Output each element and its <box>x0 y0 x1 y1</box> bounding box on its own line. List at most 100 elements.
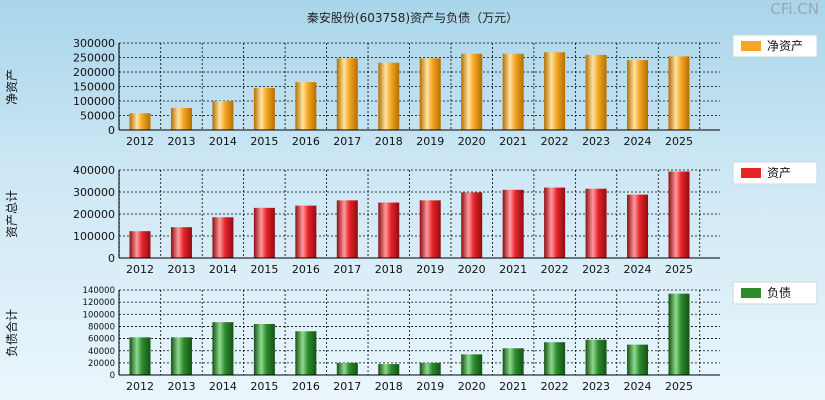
legend-box <box>732 34 818 58</box>
bar-2016 <box>295 82 317 130</box>
bar-2012 <box>129 231 151 258</box>
bar-2017 <box>336 200 358 258</box>
y-tick-label: 400000 <box>73 164 115 177</box>
y-tick-label: 60000 <box>88 335 115 345</box>
bar-2018 <box>378 364 400 375</box>
bar-2025 <box>668 56 690 131</box>
legend-box <box>732 161 818 185</box>
y-axis-label: 负债合计 <box>4 309 19 357</box>
x-tick-label: 2017 <box>333 135 361 148</box>
x-tick-label: 2024 <box>624 380 652 393</box>
x-tick-label: 2013 <box>167 135 195 148</box>
x-tick-label: 2023 <box>582 263 610 276</box>
x-tick-label: 2023 <box>582 380 610 393</box>
bar-2023 <box>585 339 607 375</box>
x-tick-label: 2015 <box>250 135 278 148</box>
y-tick-label: 150000 <box>73 80 115 93</box>
bar-2020 <box>461 354 483 375</box>
x-tick-label: 2013 <box>167 263 195 276</box>
bar-2017 <box>336 58 358 131</box>
bar-2024 <box>627 60 649 130</box>
bar-2024 <box>627 194 649 258</box>
chart-panel-2: 400000 300000 200000 100000 0 2012 2013 2014 201… <box>5 161 818 276</box>
legend-box <box>732 281 818 305</box>
x-tick-label: 2012 <box>126 263 154 276</box>
bar-2012 <box>129 113 151 130</box>
bar-2013 <box>170 337 192 375</box>
bar-2016 <box>295 331 317 375</box>
y-tick-label: 0 <box>110 371 115 381</box>
x-tick-label: 2022 <box>541 263 569 276</box>
y-tick-label: 200000 <box>73 208 115 221</box>
x-tick-label: 2025 <box>665 263 693 276</box>
x-tick-label: 2019 <box>416 263 444 276</box>
x-tick-label: 2024 <box>624 135 652 148</box>
y-tick-label: 250000 <box>73 51 115 64</box>
y-tick-label: 100000 <box>73 95 115 108</box>
bar-2015 <box>253 87 275 130</box>
x-tick-label: 2020 <box>458 380 486 393</box>
x-tick-label: 2020 <box>458 135 486 148</box>
bar-2021 <box>502 189 524 258</box>
y-axis-label: 净资产 <box>5 69 19 105</box>
y-axis-label: 资产总计 <box>5 190 19 238</box>
bar-2025 <box>668 293 690 375</box>
y-tick-label: 40000 <box>88 347 115 357</box>
bar-2019 <box>419 362 441 375</box>
x-tick-label: 2017 <box>333 380 361 393</box>
y-tick-label: 300000 <box>73 186 115 199</box>
legend-label: 资产 <box>767 166 791 180</box>
bar-2025 <box>668 171 690 258</box>
y-tick-label: 100000 <box>73 230 115 243</box>
x-tick-label: 2013 <box>167 380 195 393</box>
x-tick-label: 2025 <box>665 380 693 393</box>
x-tick-label: 2021 <box>499 135 527 148</box>
bar-2017 <box>336 362 358 375</box>
y-tick-label: 140000 <box>83 286 115 296</box>
x-tick-label: 2016 <box>292 263 320 276</box>
chart-panel-3: 140000 120000 100000 80000 60000 40000 20000 0 2… <box>4 281 818 393</box>
x-tick-label: 2019 <box>416 380 444 393</box>
x-tick-label: 2018 <box>375 135 403 148</box>
y-tick-label: 50000 <box>80 109 115 122</box>
legend-swatch <box>741 288 761 298</box>
chart-title: 秦安股份(603758)资产与负债（万元） <box>306 11 519 25</box>
x-tick-label: 2015 <box>250 380 278 393</box>
y-tick-label: 0 <box>108 252 115 265</box>
x-tick-label: 2015 <box>250 263 278 276</box>
bar-2014 <box>212 322 234 375</box>
y-tick-label: 0 <box>108 124 115 137</box>
bar-2022 <box>544 342 566 375</box>
x-tick-label: 2018 <box>375 263 403 276</box>
bar-2024 <box>627 344 649 375</box>
watermark-logo: CFi.CN <box>770 0 819 18</box>
bar-2019 <box>419 58 441 131</box>
x-tick-label: 2014 <box>209 263 237 276</box>
x-tick-label: 2016 <box>292 135 320 148</box>
bar-2013 <box>170 227 192 258</box>
bar-2018 <box>378 62 400 130</box>
bar-2015 <box>253 324 275 375</box>
bar-2012 <box>129 337 151 375</box>
bar-2023 <box>585 54 607 130</box>
x-tick-label: 2018 <box>375 380 403 393</box>
x-tick-label: 2019 <box>416 135 444 148</box>
y-tick-label: 300000 <box>73 37 115 50</box>
x-tick-label: 2022 <box>541 380 569 393</box>
bar-2016 <box>295 205 317 258</box>
bar-2019 <box>419 200 441 258</box>
x-tick-label: 2012 <box>126 380 154 393</box>
x-tick-label: 2021 <box>499 263 527 276</box>
x-tick-label: 2014 <box>209 380 237 393</box>
x-tick-label: 2016 <box>292 380 320 393</box>
bar-2013 <box>170 107 192 130</box>
bar-2022 <box>544 52 566 130</box>
legend-swatch <box>741 41 761 51</box>
x-tick-label: 2017 <box>333 263 361 276</box>
bar-2020 <box>461 192 483 258</box>
x-tick-label: 2021 <box>499 380 527 393</box>
y-tick-label: 200000 <box>73 66 115 79</box>
bar-2021 <box>502 53 524 131</box>
